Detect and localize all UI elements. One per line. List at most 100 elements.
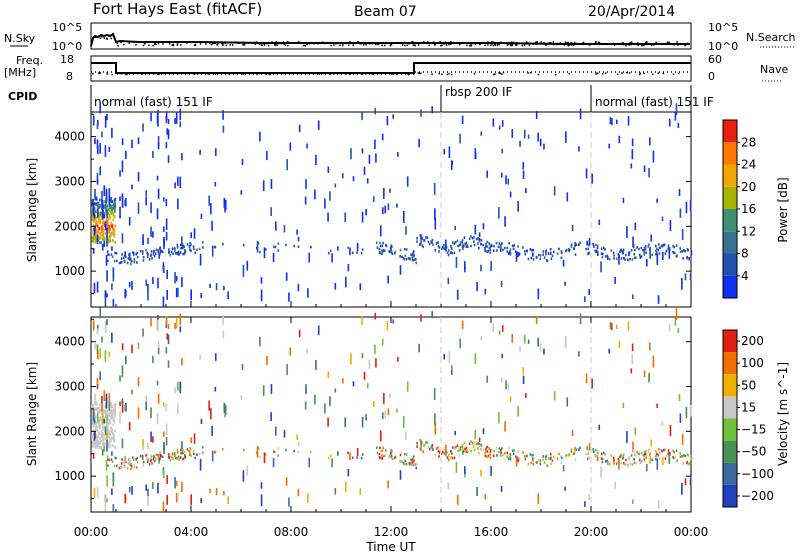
velocity-echo [193,452,195,456]
velocity-echo [167,334,170,345]
power-echo [264,248,267,251]
power-echo [142,252,144,255]
power-echo [190,232,192,239]
nsearch-point [486,42,489,44]
nave-point [672,73,675,75]
power-echo [162,226,165,232]
power-echo [379,244,382,248]
velocity-echo [96,344,99,354]
velocity-echo [660,449,663,452]
power-echo [539,138,542,147]
velocity-echo [92,438,95,442]
power-echo [106,234,108,247]
power-echo [145,249,147,252]
power-echo [108,146,111,152]
velocity-echo [500,449,502,452]
power-echo [482,243,484,247]
nave-point [554,73,557,76]
power-echo [530,256,533,260]
power-echo [189,248,191,252]
power-echo [337,246,339,251]
power-echo [113,210,116,214]
power-echo [448,146,451,159]
nsearch-point [308,42,310,45]
power-echo [175,287,178,298]
velocity-echo [110,416,113,420]
nsearch-point [336,42,338,45]
nsearch-point [224,42,227,45]
colorbar-tick-label: −15 [741,423,766,437]
nsearch-point [296,42,299,45]
velocity-echo [622,453,625,456]
power-echo [500,244,502,247]
velocity-echo [412,457,414,460]
velocity-echo [524,455,526,458]
power-echo [501,242,503,245]
velocity-echo [112,434,115,438]
power-echo [161,250,164,254]
colorbar-tick-label: 50 [741,378,756,392]
velocity-echo [626,431,628,443]
nsearch-point [673,43,676,46]
velocity-echo [607,461,609,464]
velocity-echo [446,456,449,459]
velocity-echo [137,377,140,387]
power-echo [96,234,99,245]
power-echo [99,166,101,176]
power-echo [456,289,459,300]
power-echo [181,236,183,244]
nsky-label: N.Sky [4,32,36,45]
velocity-echo [104,500,107,512]
velocity-echo [515,457,518,467]
velocity-echo [595,455,597,459]
power-echo [586,240,588,246]
power-echo [627,116,630,126]
velocity-echo [147,442,149,450]
power-echo [201,241,204,244]
power-echo [99,102,101,114]
nsearch-point [226,41,228,44]
power-echo [108,238,111,242]
power-echo [679,250,682,253]
power-echo [133,258,136,261]
power-echo [644,245,647,248]
velocity-echo [401,460,403,464]
velocity-echo [141,454,144,458]
power-echo [438,250,440,253]
power-echo [154,252,157,256]
velocity-echo [507,383,510,390]
power-echo [151,257,153,260]
power-echo [94,188,96,201]
power-echo [443,244,445,247]
y-tick-label: 3000 [54,379,85,393]
power-echo [500,172,503,178]
power-echo [296,229,298,235]
power-echo [223,197,226,208]
power-echo [399,248,402,252]
velocity-echo [552,455,555,459]
power-echo [657,248,660,252]
power-echo [553,186,556,196]
power-echo [293,244,295,248]
power-echo [604,255,607,258]
power-echo [443,247,446,250]
power-echo [97,205,100,209]
velocity-echo [305,384,307,395]
power-echo [517,245,519,248]
velocity-echo [632,499,634,505]
nsearch-point [341,41,344,44]
velocity-echo [476,487,478,497]
power-echo [352,176,355,182]
velocity-echo [135,457,138,461]
power-echo [109,239,112,243]
power-echo [109,197,112,201]
velocity-echo [565,453,568,457]
velocity-echo [101,336,103,343]
nsearch-point [263,43,265,45]
velocity-echo [648,372,650,383]
nsearch-point [381,44,383,47]
velocity-echo [222,447,224,451]
power-echo [480,239,483,242]
velocity-echo [113,410,116,414]
power-echo [112,271,115,282]
